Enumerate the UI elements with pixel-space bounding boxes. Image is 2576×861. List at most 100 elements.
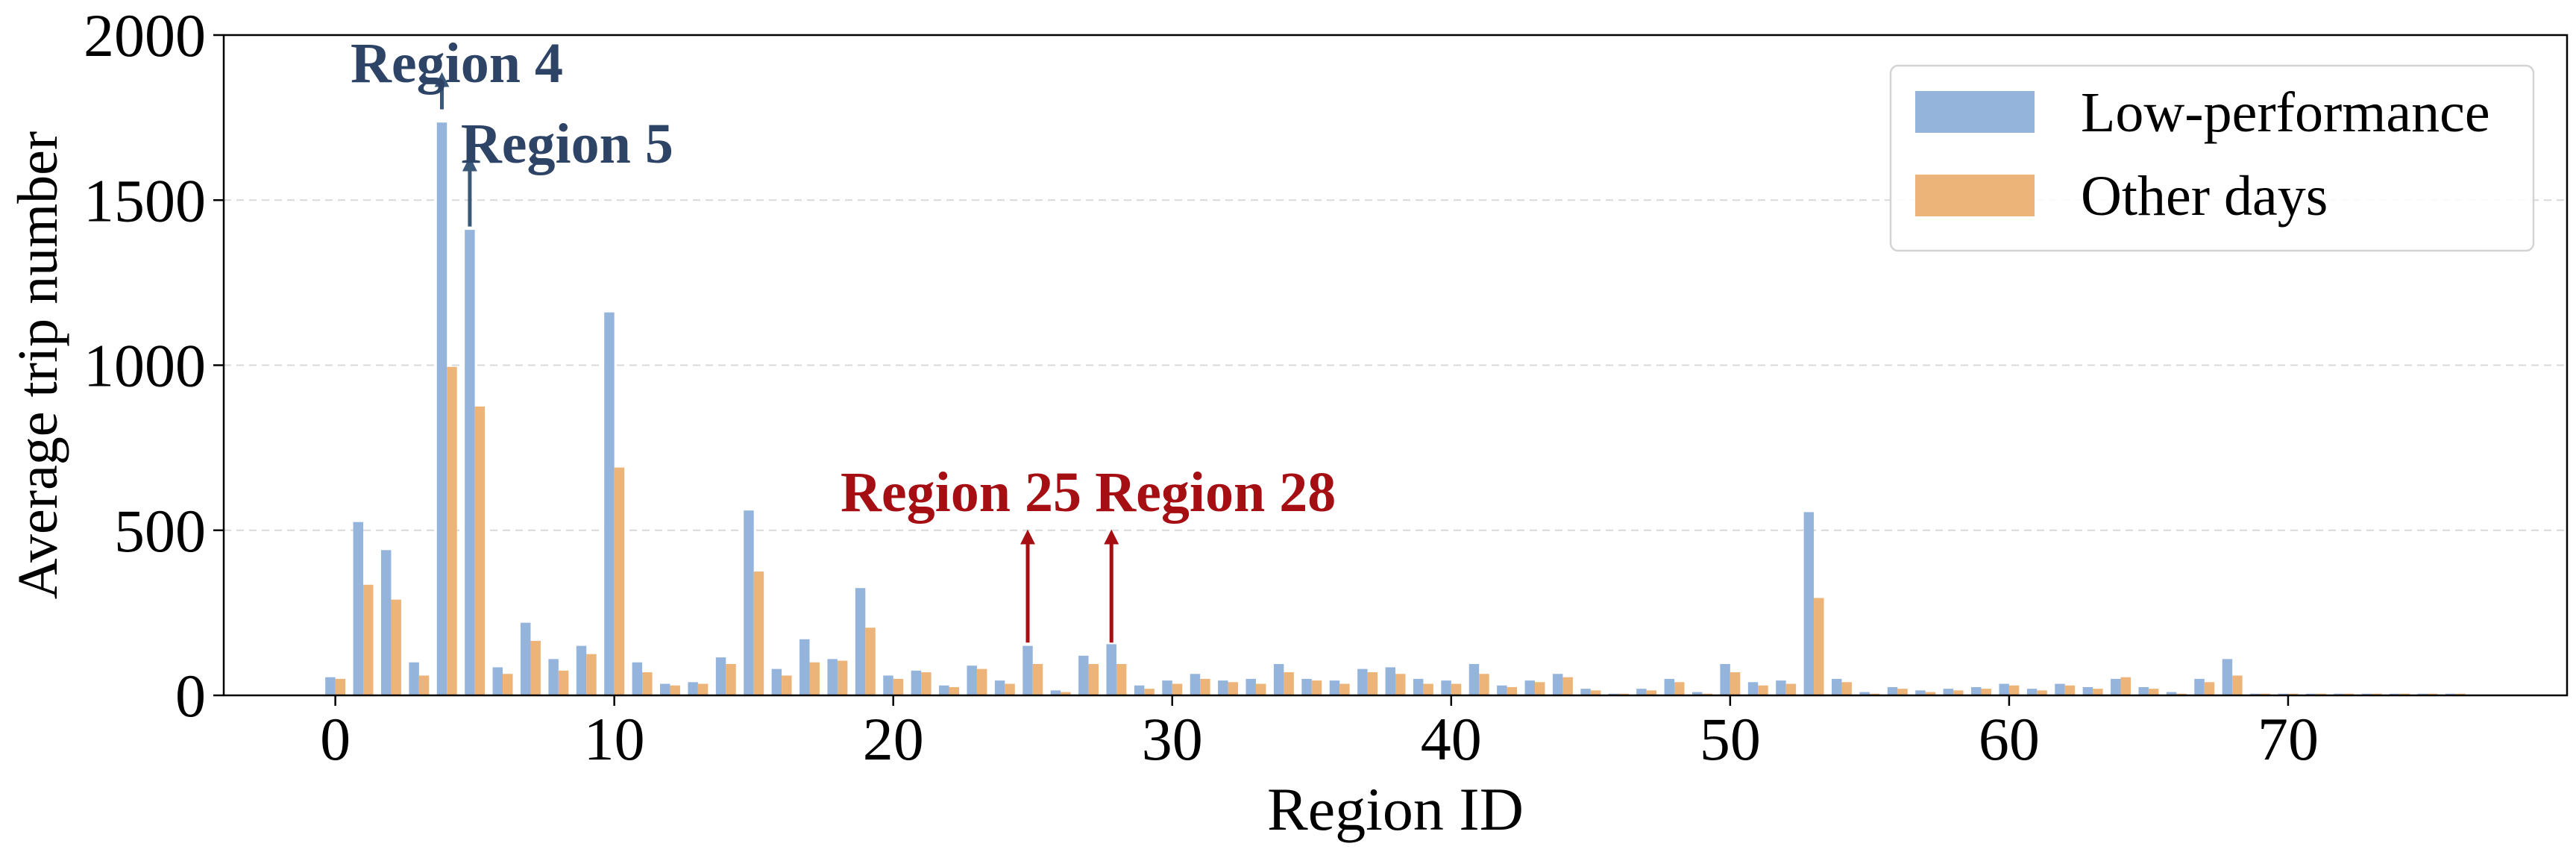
bar-low-performance-43 bbox=[1524, 680, 1536, 695]
bar-low-performance-3 bbox=[409, 662, 419, 695]
bar-other-days-38 bbox=[1395, 674, 1406, 695]
bar-low-performance-56 bbox=[1887, 686, 1898, 695]
axis-ticks: 0 10 20 30 40 50 60 70 0 500 1000 1500 2000 bbox=[84, 1, 2319, 773]
bar-low-performance-19 bbox=[855, 588, 866, 695]
bar-other-days-37 bbox=[1367, 672, 1378, 695]
bar-other-days-34 bbox=[1284, 672, 1294, 695]
bars bbox=[325, 122, 2466, 695]
bar-low-performance-15 bbox=[744, 510, 754, 695]
bar-low-performance-38 bbox=[1385, 667, 1395, 695]
bar-low-performance-62 bbox=[2055, 683, 2065, 695]
x-tick-label: 70 bbox=[2258, 705, 2319, 773]
bar-other-days-60 bbox=[2008, 685, 2020, 695]
x-tick-label: 20 bbox=[863, 705, 924, 773]
bar-low-performance-54 bbox=[1832, 678, 1842, 695]
bar-low-performance-23 bbox=[967, 666, 977, 695]
bar-low-performance-42 bbox=[1497, 685, 1507, 695]
legend-box bbox=[1889, 64, 2535, 252]
bar-low-performance-63 bbox=[2082, 686, 2093, 695]
bar-other-days-20 bbox=[893, 678, 904, 695]
bar-other-days-40 bbox=[1451, 683, 1462, 695]
bar-low-performance-52 bbox=[1776, 680, 1786, 695]
bar-other-days-32 bbox=[1228, 682, 1239, 695]
bar-other-days-62 bbox=[2064, 685, 2076, 695]
bar-other-days-7 bbox=[530, 640, 541, 695]
legend-swatch-other-days bbox=[1915, 175, 2035, 216]
bar-low-performance-48 bbox=[1664, 678, 1675, 695]
bar-low-performance-26 bbox=[1050, 690, 1061, 695]
bar-low-performance-25 bbox=[1022, 645, 1033, 695]
bar-other-days-33 bbox=[1255, 683, 1266, 695]
bar-other-days-15 bbox=[753, 572, 764, 695]
bar-other-days-41 bbox=[1479, 674, 1489, 695]
bar-other-days-16 bbox=[782, 675, 792, 695]
bar-low-performance-39 bbox=[1413, 678, 1424, 695]
bar-other-days-50 bbox=[1730, 672, 1741, 695]
bar-other-days-57 bbox=[1925, 692, 1936, 695]
bar-low-performance-51 bbox=[1747, 682, 1759, 695]
bar-other-days-11 bbox=[642, 672, 653, 695]
y-tick-label: 0 bbox=[175, 662, 206, 730]
bar-other-days-24 bbox=[1005, 683, 1015, 695]
bar-low-performance-24 bbox=[994, 680, 1005, 695]
bar-low-performance-35 bbox=[1301, 678, 1312, 695]
bar-low-performance-58 bbox=[1943, 689, 1954, 695]
region-5-annotation: Region 5 bbox=[461, 113, 673, 175]
bar-low-performance-2 bbox=[380, 550, 392, 695]
bar-other-days-56 bbox=[1897, 689, 1908, 695]
bar-other-days-48 bbox=[1674, 682, 1685, 695]
y-tick-label: 1500 bbox=[84, 166, 206, 234]
bar-low-performance-18 bbox=[827, 659, 838, 695]
bar-low-performance-37 bbox=[1357, 669, 1368, 695]
bar-low-performance-6 bbox=[492, 667, 503, 695]
y-axis-label: Average trip number bbox=[7, 131, 69, 599]
bar-low-performance-45 bbox=[1580, 689, 1591, 695]
bar-low-performance-10 bbox=[604, 312, 615, 695]
bar-low-performance-31 bbox=[1190, 674, 1201, 695]
x-axis-label: Region ID bbox=[1267, 775, 1524, 843]
bar-low-performance-29 bbox=[1134, 685, 1145, 695]
bar-low-performance-41 bbox=[1468, 663, 1480, 695]
region-28-annotation: Region 28 bbox=[1095, 461, 1336, 524]
y-tick-label: 2000 bbox=[84, 1, 206, 69]
bar-other-days-51 bbox=[1758, 685, 1768, 695]
bar-low-performance-49 bbox=[1691, 692, 1703, 695]
bar-other-days-19 bbox=[865, 627, 876, 695]
bar-low-performance-14 bbox=[715, 657, 726, 695]
bar-other-days-18 bbox=[837, 660, 848, 695]
bar-other-days-59 bbox=[1981, 689, 1991, 695]
bar-other-days-5 bbox=[474, 406, 486, 695]
bar-other-days-68 bbox=[2232, 675, 2243, 695]
bar-low-performance-33 bbox=[1245, 678, 1256, 695]
bar-other-days-12 bbox=[670, 685, 680, 695]
bar-low-performance-36 bbox=[1329, 680, 1340, 695]
bar-low-performance-9 bbox=[576, 645, 587, 695]
bar-other-days-17 bbox=[809, 662, 820, 695]
bar-other-days-14 bbox=[726, 663, 736, 695]
bar-low-performance-27 bbox=[1078, 655, 1089, 695]
bar-low-performance-4 bbox=[436, 122, 447, 695]
legend-label-other-days: Other days bbox=[2081, 165, 2328, 228]
bar-other-days-4 bbox=[447, 366, 457, 695]
bar-other-days-25 bbox=[1032, 663, 1043, 695]
bar-other-days-8 bbox=[558, 670, 569, 695]
bar-low-performance-30 bbox=[1162, 680, 1172, 695]
legend-swatch-low-performance bbox=[1915, 91, 2035, 133]
bar-other-days-52 bbox=[1785, 683, 1797, 695]
bar-other-days-58 bbox=[1953, 690, 1964, 695]
x-tick-label: 30 bbox=[1142, 705, 1203, 773]
bar-low-performance-0 bbox=[325, 677, 336, 695]
bar-other-days-47 bbox=[1646, 690, 1657, 695]
bar-low-performance-12 bbox=[660, 683, 670, 695]
region-4-annotation: Region 4 bbox=[351, 32, 563, 95]
bar-low-performance-55 bbox=[1859, 692, 1870, 695]
bar-low-performance-21 bbox=[911, 670, 922, 695]
bar-other-days-35 bbox=[1311, 680, 1322, 695]
bar-other-days-13 bbox=[697, 683, 709, 695]
x-tick-label: 10 bbox=[584, 705, 645, 773]
bar-other-days-3 bbox=[418, 675, 430, 695]
bar-other-days-30 bbox=[1172, 683, 1183, 695]
bar-low-performance-8 bbox=[548, 659, 559, 695]
bar-low-performance-20 bbox=[883, 675, 893, 695]
